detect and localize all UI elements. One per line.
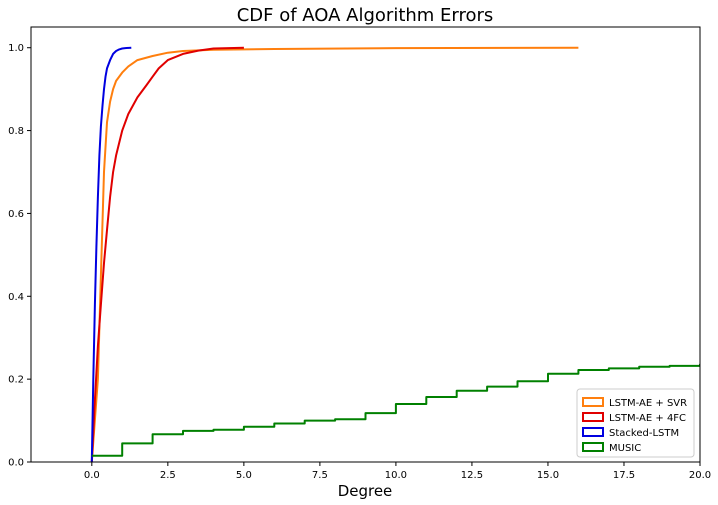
legend-label-stacked-lstm: Stacked-LSTM (609, 428, 679, 439)
series-line-lstm-ae-svr (90, 46, 579, 462)
x-tick-label: 5.0 (236, 470, 252, 481)
y-tick-label: 0.8 (8, 126, 24, 137)
legend-label-music: MUSIC (609, 443, 641, 454)
x-tick-label: 2.5 (160, 470, 176, 481)
series-line-music (91, 363, 700, 457)
x-tick-label: 20.0 (689, 470, 711, 481)
x-axis-label: Degree (338, 482, 393, 500)
x-tick-label: 7.5 (312, 470, 328, 481)
x-tick-label: 12.5 (461, 470, 483, 481)
x-tick-label: 17.5 (613, 470, 635, 481)
legend-box (576, 388, 695, 458)
y-tick-label: 0.0 (8, 458, 24, 469)
x-tick-label: 0.0 (84, 470, 100, 481)
legend-swatch-music (582, 442, 604, 452)
y-tick-label: 0.6 (8, 209, 24, 220)
series-line-stacked-lstm (90, 46, 132, 462)
legend-label-lstm-ae-4fc: LSTM-AE + 4FC (609, 413, 686, 424)
legend: LSTM-AE + SVR LSTM-AE + 4FC Stacked-LSTM MU… (576, 388, 695, 458)
x-tick-label: 10.0 (385, 470, 407, 481)
legend-label-lstm-ae-svr: LSTM-AE + SVR (609, 398, 687, 409)
chart-title: CDF of AOA Algorithm Errors (237, 5, 494, 26)
legend-swatch-lstm-ae-4fc (582, 412, 604, 422)
legend-swatch-lstm-ae-svr (582, 397, 604, 407)
y-tick-label: 1.0 (8, 43, 24, 54)
legend-swatch-stacked-lstm (582, 427, 604, 437)
y-tick-label: 0.2 (8, 375, 24, 386)
series-line-lstm-ae-4fc (90, 46, 244, 462)
axis-ticks: 0.0 2.5 5.0 7.5 10.0 12.5 15.0 17.5 20.0 0.0 0.2 0.… (8, 43, 711, 481)
y-tick-label: 0.4 (8, 292, 24, 303)
plot-frame (30, 26, 701, 463)
x-tick-label: 15.0 (537, 470, 559, 481)
plot-area (90, 46, 700, 462)
